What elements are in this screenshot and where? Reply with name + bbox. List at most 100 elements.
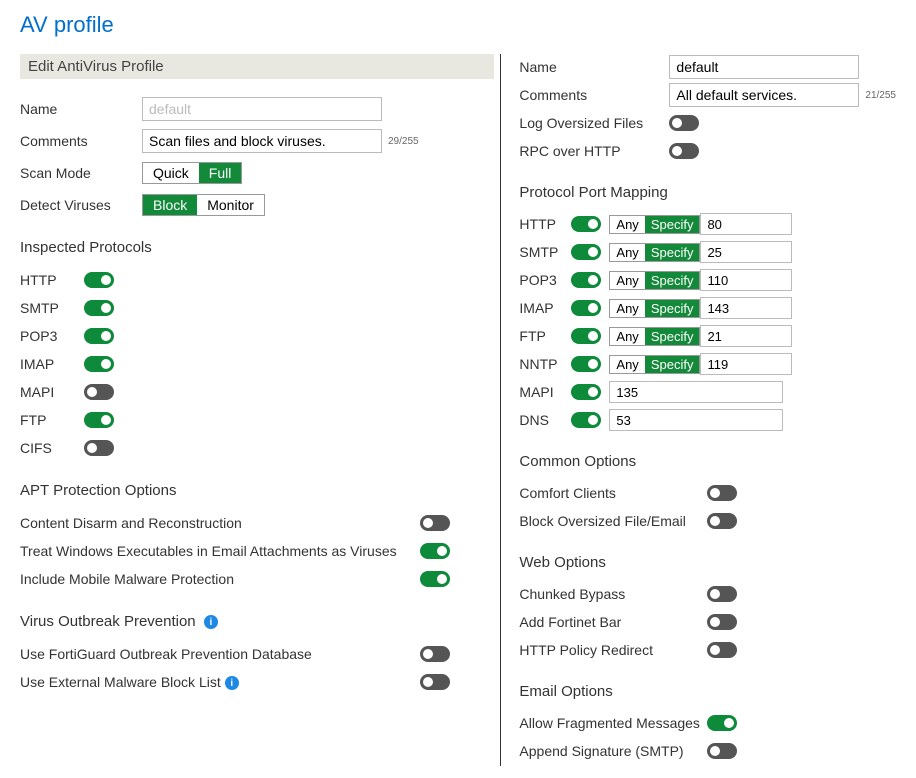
ppm-toggle-nntp[interactable] — [571, 356, 601, 372]
ppm-port-input[interactable] — [609, 409, 783, 431]
scan-mode-quick[interactable]: Quick — [143, 163, 199, 183]
comments-label: Comments — [20, 133, 142, 149]
detect-monitor[interactable]: Monitor — [197, 195, 264, 215]
ppm-port-input[interactable] — [609, 381, 783, 403]
info-icon[interactable]: i — [225, 676, 239, 690]
apt-option-label: Include Mobile Malware Protection — [20, 571, 234, 587]
apt-toggle[interactable] — [420, 515, 450, 531]
ppm-any-button[interactable]: Any — [610, 300, 644, 317]
email-options-list: Allow Fragmented MessagesAppend Signatur… — [519, 710, 896, 764]
email-title: Email Options — [519, 683, 896, 700]
name-input[interactable] — [142, 97, 382, 121]
ppm-port-input[interactable] — [700, 269, 792, 291]
ppm-toggle-smtp[interactable] — [571, 244, 601, 260]
r-name-input[interactable] — [669, 55, 859, 79]
ppm-toggle-imap[interactable] — [571, 300, 601, 316]
protocol-toggle-ftp[interactable] — [84, 412, 114, 428]
ppm-row: NNTPAnySpecify — [519, 351, 896, 377]
ppm-list-noanyspec: MAPIDNS — [519, 379, 896, 433]
common-option-label: Block Oversized File/Email — [519, 513, 707, 529]
edit-av-profile-header: Edit AntiVirus Profile — [20, 54, 494, 79]
ppm-any-button[interactable]: Any — [610, 356, 644, 373]
rpc-http-toggle[interactable] — [669, 143, 699, 159]
ppm-port-input[interactable] — [700, 353, 792, 375]
email-option-toggle[interactable] — [707, 743, 737, 759]
email-option-toggle[interactable] — [707, 715, 737, 731]
web-option-label: Chunked Bypass — [519, 586, 707, 602]
ppm-specify-button[interactable]: Specify — [645, 328, 700, 345]
ppm-specify-button[interactable]: Specify — [645, 244, 700, 261]
email-option-row: Allow Fragmented Messages — [519, 710, 896, 736]
log-oversized-toggle[interactable] — [669, 115, 699, 131]
scan-mode-full[interactable]: Full — [199, 163, 242, 183]
protocol-toggle-smtp[interactable] — [84, 300, 114, 316]
ppm-anyspec-group: AnySpecify — [609, 215, 700, 234]
vop-option-label: Use External Malware Block Listi — [20, 674, 239, 690]
protocol-label: CIFS — [20, 440, 84, 456]
ppm-any-button[interactable]: Any — [610, 328, 644, 345]
comments-input[interactable] — [142, 129, 382, 153]
ppm-specify-button[interactable]: Specify — [645, 216, 700, 233]
protocol-toggle-http[interactable] — [84, 272, 114, 288]
protocol-toggle-mapi[interactable] — [84, 384, 114, 400]
ppm-port-input[interactable] — [700, 297, 792, 319]
ppm-port-input[interactable] — [700, 241, 792, 263]
web-option-toggle[interactable] — [707, 614, 737, 630]
vop-toggle[interactable] — [420, 646, 450, 662]
common-option-toggle[interactable] — [707, 485, 737, 501]
comments-counter: 29/255 — [388, 136, 419, 147]
ppm-specify-button[interactable]: Specify — [645, 272, 700, 289]
vop-option-label: Use FortiGuard Outbreak Prevention Datab… — [20, 646, 312, 662]
info-icon[interactable]: i — [204, 615, 218, 629]
ppm-any-button[interactable]: Any — [610, 216, 644, 233]
r-comments-input[interactable] — [669, 83, 859, 107]
ppm-specify-button[interactable]: Specify — [645, 300, 700, 317]
ppm-toggle-pop3[interactable] — [571, 272, 601, 288]
ppm-specify-button[interactable]: Specify — [645, 356, 700, 373]
ppm-any-button[interactable]: Any — [610, 272, 644, 289]
r-comments-counter: 21/255 — [865, 90, 896, 101]
ppm-toggle-ftp[interactable] — [571, 328, 601, 344]
protocol-toggle-cifs[interactable] — [84, 440, 114, 456]
detect-block[interactable]: Block — [143, 195, 197, 215]
common-option-row: Comfort Clients — [519, 480, 896, 506]
protocol-toggle-pop3[interactable] — [84, 328, 114, 344]
ppm-protocol-label: FTP — [519, 328, 571, 344]
web-option-toggle[interactable] — [707, 642, 737, 658]
ppm-row: HTTPAnySpecify — [519, 211, 896, 237]
ppm-toggle-http[interactable] — [571, 216, 601, 232]
protocol-label: MAPI — [20, 384, 84, 400]
name-label: Name — [20, 101, 142, 117]
ppm-toggle-dns[interactable] — [571, 412, 601, 428]
ppm-port-input[interactable] — [700, 325, 792, 347]
web-option-toggle[interactable] — [707, 586, 737, 602]
ppm-title: Protocol Port Mapping — [519, 184, 896, 201]
scan-mode-group: Quick Full — [142, 162, 242, 184]
apt-toggle[interactable] — [420, 571, 450, 587]
web-title: Web Options — [519, 554, 896, 571]
r-name-label: Name — [519, 59, 669, 75]
common-option-toggle[interactable] — [707, 513, 737, 529]
ppm-anyspec-group: AnySpecify — [609, 243, 700, 262]
apt-toggle[interactable] — [420, 543, 450, 559]
ppm-anyspec-group: AnySpecify — [609, 299, 700, 318]
ppm-port-input[interactable] — [700, 213, 792, 235]
ppm-anyspec-group: AnySpecify — [609, 327, 700, 346]
ppm-protocol-label: DNS — [519, 412, 571, 428]
ppm-any-button[interactable]: Any — [610, 244, 644, 261]
left-panel: Edit AntiVirus Profile Name Comments 29/… — [20, 54, 494, 766]
detect-viruses-group: Block Monitor — [142, 194, 265, 216]
web-option-row: Add Fortinet Bar — [519, 609, 896, 635]
ppm-toggle-mapi[interactable] — [571, 384, 601, 400]
protocol-toggle-imap[interactable] — [84, 356, 114, 372]
common-option-label: Comfort Clients — [519, 485, 707, 501]
inspected-protocol-row: CIFS — [20, 434, 494, 462]
log-oversized-label: Log Oversized Files — [519, 115, 669, 131]
scan-mode-label: Scan Mode — [20, 165, 142, 181]
apt-options-list: Content Disarm and ReconstructionTreat W… — [20, 509, 494, 593]
common-title: Common Options — [519, 453, 896, 470]
vop-toggle[interactable] — [420, 674, 450, 690]
email-option-row: Append Signature (SMTP) — [519, 738, 896, 764]
inspected-protocol-row: FTP — [20, 406, 494, 434]
apt-option-label: Treat Windows Executables in Email Attac… — [20, 543, 397, 559]
